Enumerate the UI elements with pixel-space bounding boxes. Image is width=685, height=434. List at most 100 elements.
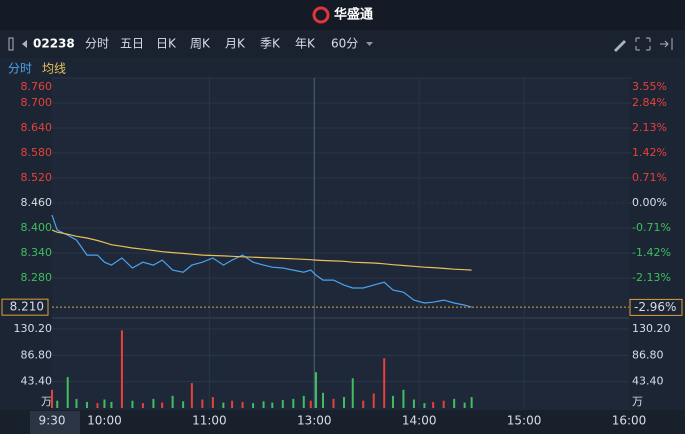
volume-bar	[442, 400, 445, 408]
plot-area	[52, 78, 629, 410]
volume-bar	[66, 377, 69, 408]
tab[interactable]: 季K	[260, 37, 281, 51]
volume-bar	[182, 401, 185, 408]
volume-bar	[383, 358, 386, 408]
dropdown-icon[interactable]	[366, 42, 373, 46]
y2-tick-label: -1.42%	[632, 246, 671, 259]
y-tick-label: 8.280	[21, 271, 53, 284]
y-tick-label: 8.640	[21, 121, 53, 134]
volume-bar	[470, 397, 473, 408]
last-price-label: 8.210	[10, 300, 44, 314]
volume-bar	[391, 395, 394, 408]
x-tick-label: 11:00	[192, 414, 227, 428]
volume-bar	[302, 395, 305, 408]
volume-bar	[292, 398, 295, 408]
x-tick-label: 14:00	[402, 414, 437, 428]
volume-bar	[241, 401, 244, 408]
x-tick-label: 9:30	[39, 414, 66, 428]
back-icon[interactable]	[22, 40, 27, 48]
legend-bar	[0, 58, 685, 80]
tab[interactable]: 60分	[331, 37, 358, 51]
draw-icon[interactable]	[614, 40, 626, 52]
volume-bar	[110, 401, 113, 408]
y-tick-label: 8.580	[21, 146, 53, 159]
volume-bar	[252, 403, 255, 408]
volume-bar	[152, 398, 155, 408]
x-tick-label: 15:00	[507, 414, 542, 428]
volume-bar	[262, 401, 265, 408]
volume-bar	[231, 400, 234, 408]
toolbar	[0, 30, 685, 58]
y-tick-label: 8.460	[21, 196, 53, 209]
volume-bar	[96, 403, 99, 408]
y2-tick-label: 2.13%	[632, 121, 667, 134]
volume-bar	[161, 402, 164, 408]
volume-bar	[56, 400, 59, 408]
volume-bar	[402, 389, 405, 408]
tab[interactable]: 日K	[156, 37, 177, 51]
x-axis-bar	[0, 410, 685, 434]
legend-entry[interactable]: 均线	[42, 62, 66, 76]
tab[interactable]: 周K	[190, 37, 211, 51]
volume-bar	[131, 400, 134, 408]
exit-icon[interactable]	[660, 38, 673, 50]
volume-bar	[222, 402, 225, 408]
y-tick-label: 8.400	[21, 221, 53, 234]
price-line	[51, 229, 472, 271]
volume-bar	[412, 399, 415, 408]
y2-tick-label: 2.84%	[632, 96, 667, 109]
volume-bar	[463, 402, 466, 408]
last-change-box	[629, 298, 683, 316]
fullscreen-icon[interactable]	[635, 37, 651, 51]
volume-bar	[315, 372, 318, 408]
volume-bar	[332, 398, 335, 408]
x-tick-label: 13:00	[297, 414, 332, 428]
tab[interactable]: 分时	[85, 37, 109, 51]
volume-bar	[85, 401, 88, 408]
y2-tick-label: 0.00%	[632, 196, 667, 209]
last-change-label: -2.96%	[634, 300, 676, 314]
y-tick-label: 8.520	[21, 171, 53, 184]
volume-bar	[103, 399, 106, 408]
volume-bar	[271, 402, 274, 408]
v-tick-label: 86.80	[21, 348, 53, 361]
volume-bar	[141, 403, 144, 408]
header-bar	[0, 0, 685, 30]
volume-unit: 万	[41, 395, 52, 408]
brand: 华盛通	[334, 7, 373, 23]
y2-tick-label: -2.13%	[632, 271, 671, 284]
volume-unit: 万	[632, 395, 643, 408]
v-tick-label: 86.80	[632, 348, 664, 361]
volume-bar	[201, 399, 204, 408]
volume-bar	[453, 398, 456, 408]
volume-bar	[171, 395, 174, 408]
y2-tick-label: 1.42%	[632, 146, 667, 159]
volume-bar	[75, 398, 78, 408]
y-tick-label: 8.760	[21, 80, 53, 93]
volume-bar	[423, 403, 426, 408]
volume-bar	[372, 393, 375, 408]
tab[interactable]: 年K	[295, 37, 316, 51]
v-tick-label: 43.40	[632, 375, 664, 388]
volume-bar	[342, 397, 345, 408]
brand-logo	[312, 6, 330, 24]
legend-entry[interactable]: 分时	[8, 62, 32, 76]
back-icon[interactable]	[8, 37, 14, 51]
y-tick-label: 8.340	[21, 246, 53, 259]
tab[interactable]: 月K	[225, 37, 246, 51]
stock-code: 02238	[33, 37, 75, 51]
volume-bar	[309, 400, 312, 408]
y2-tick-label: -0.71%	[632, 221, 671, 234]
last-price-box	[1, 298, 49, 316]
y2-tick-label: 0.71%	[632, 171, 667, 184]
v-tick-label: 130.20	[632, 322, 671, 335]
volume-bar	[51, 389, 53, 408]
v-tick-label: 130.20	[14, 322, 53, 335]
x-axis-highlight	[30, 411, 80, 434]
volume-bar	[211, 397, 214, 408]
tab[interactable]: 五日	[120, 37, 144, 51]
price-line	[51, 214, 472, 308]
y2-tick-label: 3.55%	[632, 80, 667, 93]
